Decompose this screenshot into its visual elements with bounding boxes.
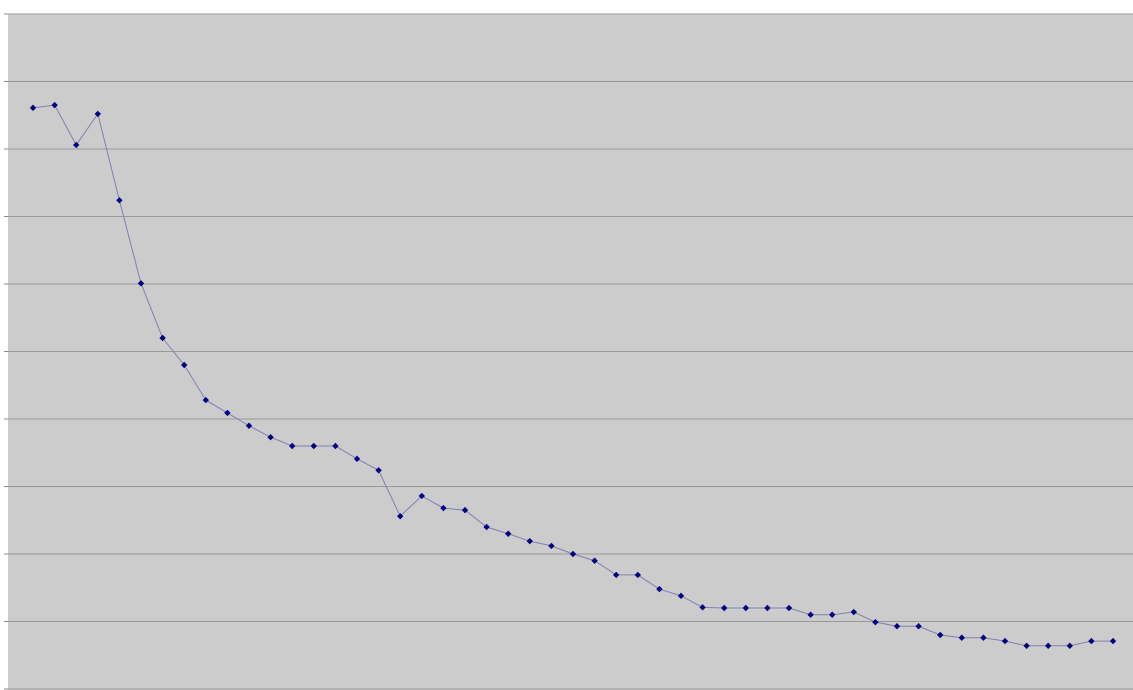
data-point <box>807 611 814 618</box>
data-point <box>440 504 447 512</box>
data-point <box>958 634 965 641</box>
data-point <box>677 592 685 600</box>
data-point <box>181 361 188 369</box>
data-point <box>353 455 361 463</box>
data-point <box>915 623 922 630</box>
data-point <box>1088 637 1095 645</box>
data-point <box>526 537 533 545</box>
data-point <box>483 523 490 531</box>
data-point <box>418 492 425 500</box>
data-point <box>613 571 620 579</box>
data-point <box>548 542 555 550</box>
data-point <box>29 104 37 112</box>
data-point <box>634 571 641 579</box>
data-point <box>872 618 879 626</box>
data-point <box>73 141 80 149</box>
data-point <box>1023 642 1030 649</box>
data-point <box>267 434 274 441</box>
data-point <box>397 513 404 520</box>
data-point <box>245 422 253 429</box>
data-point <box>764 604 771 612</box>
data-point <box>461 506 469 514</box>
data-point <box>980 634 987 641</box>
data-point <box>1066 642 1073 649</box>
data-point <box>699 604 706 611</box>
data-point <box>937 631 944 639</box>
data-point <box>224 409 231 417</box>
data-point <box>137 280 145 287</box>
data-point <box>116 197 123 204</box>
data-point <box>829 611 836 618</box>
data-point <box>159 334 166 342</box>
data-point <box>742 604 749 612</box>
data-point <box>850 608 857 616</box>
data-point <box>893 623 901 630</box>
data-point <box>721 604 728 612</box>
data-point <box>51 101 58 109</box>
data-point <box>375 467 382 474</box>
data-point <box>310 442 317 450</box>
data-point <box>94 110 101 118</box>
data-point <box>289 442 296 450</box>
data-point <box>332 442 339 450</box>
data-point <box>202 396 209 404</box>
data-point <box>1045 642 1052 649</box>
data-point <box>1109 637 1117 645</box>
data-point <box>785 604 793 612</box>
data-point <box>1001 637 1009 645</box>
data-point <box>569 550 577 558</box>
data-point <box>656 585 663 593</box>
data-point <box>505 530 512 537</box>
data-point <box>591 557 598 564</box>
